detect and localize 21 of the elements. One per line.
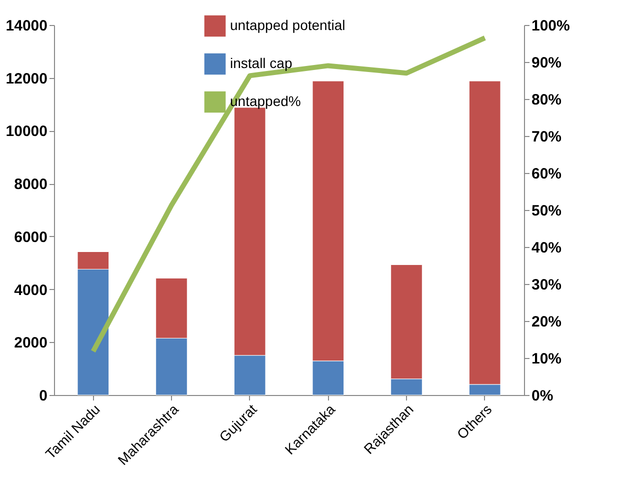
y2-tick-label: 40% [532, 240, 562, 256]
y-tick-label: 10000 [6, 123, 48, 140]
y2-tick-label: 30% [532, 276, 562, 294]
y-tick-label: 14000 [6, 18, 48, 34]
y-tick-label: 2000 [14, 334, 48, 352]
y-tick-label: 8000 [14, 176, 48, 194]
y2-tick-label: 80% [532, 92, 562, 108]
y2-tick-label: 0% [532, 388, 554, 404]
y-tick-label: 0 [39, 388, 48, 404]
y2-tick-label: 100% [532, 18, 570, 34]
y2-tick-label: 50% [532, 202, 562, 220]
legend-label: install cap [230, 55, 292, 71]
y-tick-label: 4000 [14, 282, 48, 299]
y2-tick-label: 10% [532, 350, 562, 368]
y2-tick-label: 90% [532, 54, 562, 72]
y2-tick-label: 70% [532, 128, 562, 146]
y-tick-label: 6000 [14, 228, 48, 246]
legend-label: untapped potential [230, 17, 346, 33]
y2-tick-label: 20% [532, 314, 562, 330]
y-tick-label: 12000 [6, 70, 48, 88]
y2-tick-label: 60% [532, 166, 562, 182]
